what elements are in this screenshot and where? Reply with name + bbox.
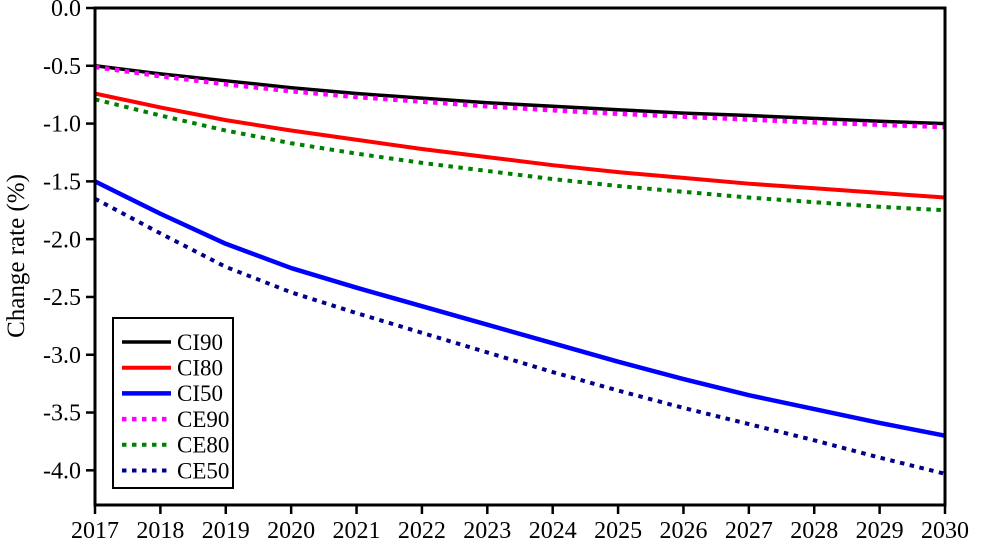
series-line-CI90 <box>94 64 946 126</box>
legend-entry: CE90 <box>122 407 229 432</box>
x-axis-tick-label: 2025 <box>594 518 642 543</box>
y-axis-tick-label: -3.5 <box>43 401 81 427</box>
legend-entry: CE50 <box>122 458 229 483</box>
x-axis-tick-label: 2017 <box>71 518 119 543</box>
legend-box <box>112 317 234 489</box>
x-axis-tick-label: 2029 <box>856 518 904 543</box>
y-axis-tick-label: -2.5 <box>43 285 81 311</box>
plot-area: 0.0 -0.5 -1.0 -1.5 -2.0 -2.5 -3.0 -3.5 -4.0 2017 2… <box>43 0 969 543</box>
x-axis-tick-label: 2024 <box>529 518 577 543</box>
y-axis-tick-label: -4.0 <box>43 458 81 484</box>
y-axis-tick-label: -2.0 <box>43 227 81 253</box>
series-line-CE90 <box>94 64 946 130</box>
x-axis-tick-label: 2019 <box>202 518 250 543</box>
x-axis-tick-label: 2021 <box>333 518 381 543</box>
legend-label: CE90 <box>177 407 229 432</box>
x-axis-tick-label: 2023 <box>463 518 511 543</box>
y-axis-tick-label: 0.0 <box>51 0 81 22</box>
x-axis-tick-label: 2020 <box>267 518 315 543</box>
series-line-CE80 <box>94 97 946 213</box>
legend-label: CI50 <box>177 381 223 406</box>
x-axis-tick-label: 2022 <box>398 518 446 543</box>
x-axis-tick-label: 2028 <box>790 518 838 543</box>
y-axis-tick-label: -1.5 <box>43 170 81 196</box>
legend-label: CI90 <box>177 330 223 355</box>
plot-frame <box>93 6 947 507</box>
y-axis-tick-label: -3.0 <box>43 343 81 369</box>
y-axis-tick-label: -1.0 <box>43 112 81 138</box>
x-axis-tick-label: 2027 <box>725 518 773 543</box>
legend-entry: CI50 <box>122 381 223 406</box>
series-line-CI80 <box>94 91 946 200</box>
legend-label: CE50 <box>177 458 229 483</box>
series-line-CI50 <box>94 179 946 438</box>
y-axis-title: Change rate (%) <box>3 174 30 338</box>
legend-label: CE80 <box>177 433 229 458</box>
legend-label: CI80 <box>177 356 223 381</box>
legend-entry: CI90 <box>122 330 223 355</box>
series-line-CE50 <box>94 196 946 476</box>
x-axis-tick-label: 2018 <box>136 518 184 543</box>
legend-entry: CI80 <box>122 356 223 381</box>
legend-entry: CE80 <box>122 433 229 458</box>
x-axis-tick-label: 2030 <box>921 518 969 543</box>
y-axis-tick-label: -0.5 <box>43 54 81 80</box>
x-axis-tick-label: 2026 <box>659 518 707 543</box>
